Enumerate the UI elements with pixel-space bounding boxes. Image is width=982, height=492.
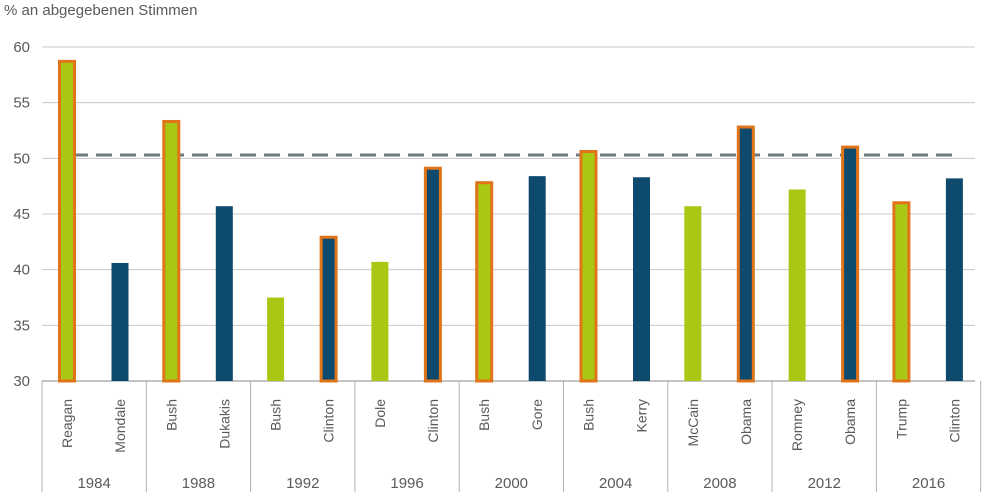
candidate-label: Romney <box>789 399 805 451</box>
candidate-label: Reagan <box>59 399 75 448</box>
y-tick-label: 40 <box>13 262 30 279</box>
bar-republican <box>684 206 702 381</box>
candidate-label: Clinton <box>946 399 962 443</box>
bar-republican-winner <box>579 150 598 383</box>
year-label: 1992 <box>286 475 319 492</box>
candidate-label: McCain <box>685 399 701 446</box>
bar-democrat-winner <box>423 166 442 383</box>
bar-democrat <box>215 206 233 381</box>
y-tick-label: 55 <box>13 95 30 112</box>
bar-democrat <box>945 178 963 381</box>
year-label: 1996 <box>390 475 423 492</box>
bar-republican <box>788 189 806 381</box>
year-label: 1988 <box>182 475 215 492</box>
year-label: 2016 <box>912 475 945 492</box>
bar-republican-winner <box>58 59 76 383</box>
candidate-label: Clinton <box>425 399 441 443</box>
candidate-label: Bush <box>581 399 597 431</box>
year-label: 2012 <box>808 475 841 492</box>
candidate-label: Trump <box>893 399 909 439</box>
bar-democrat-winner <box>841 145 860 383</box>
bar-democrat <box>528 176 546 381</box>
y-tick-label: 60 <box>13 39 30 56</box>
candidate-label: Bush <box>268 399 284 431</box>
bar-democrat-winner <box>319 235 338 383</box>
bar-republican <box>371 261 389 381</box>
bar-republican-winner <box>162 119 181 383</box>
y-tick-label: 30 <box>13 373 30 390</box>
candidate-label: Dole <box>372 399 388 428</box>
y-tick-label: 35 <box>13 317 30 334</box>
candidate-label: Obama <box>842 399 858 445</box>
candidate-label: Mondale <box>112 399 128 453</box>
bar-democrat-winner <box>736 125 755 383</box>
candidate-label: Dukakis <box>216 399 232 449</box>
bar-democrat <box>111 262 129 381</box>
year-label: 1984 <box>77 475 110 492</box>
year-label: 2008 <box>703 475 736 492</box>
year-label: 2004 <box>599 475 632 492</box>
y-axis-label: % an abgegebenen Stimmen <box>4 2 198 19</box>
candidate-label: Kerry <box>634 399 650 432</box>
bar-republican <box>267 297 285 381</box>
candidate-label: Bush <box>476 399 492 431</box>
year-label: 2000 <box>495 475 528 492</box>
y-tick-label: 45 <box>13 206 30 223</box>
candidate-label: Clinton <box>321 399 337 443</box>
bar-democrat <box>633 177 650 381</box>
candidate-label: Gore <box>529 399 545 430</box>
candidate-label: Obama <box>738 399 754 445</box>
bar-republican-winner <box>475 181 494 383</box>
bar-republican-winner <box>892 201 911 383</box>
candidate-label: Bush <box>163 399 179 431</box>
y-tick-label: 50 <box>13 150 30 167</box>
